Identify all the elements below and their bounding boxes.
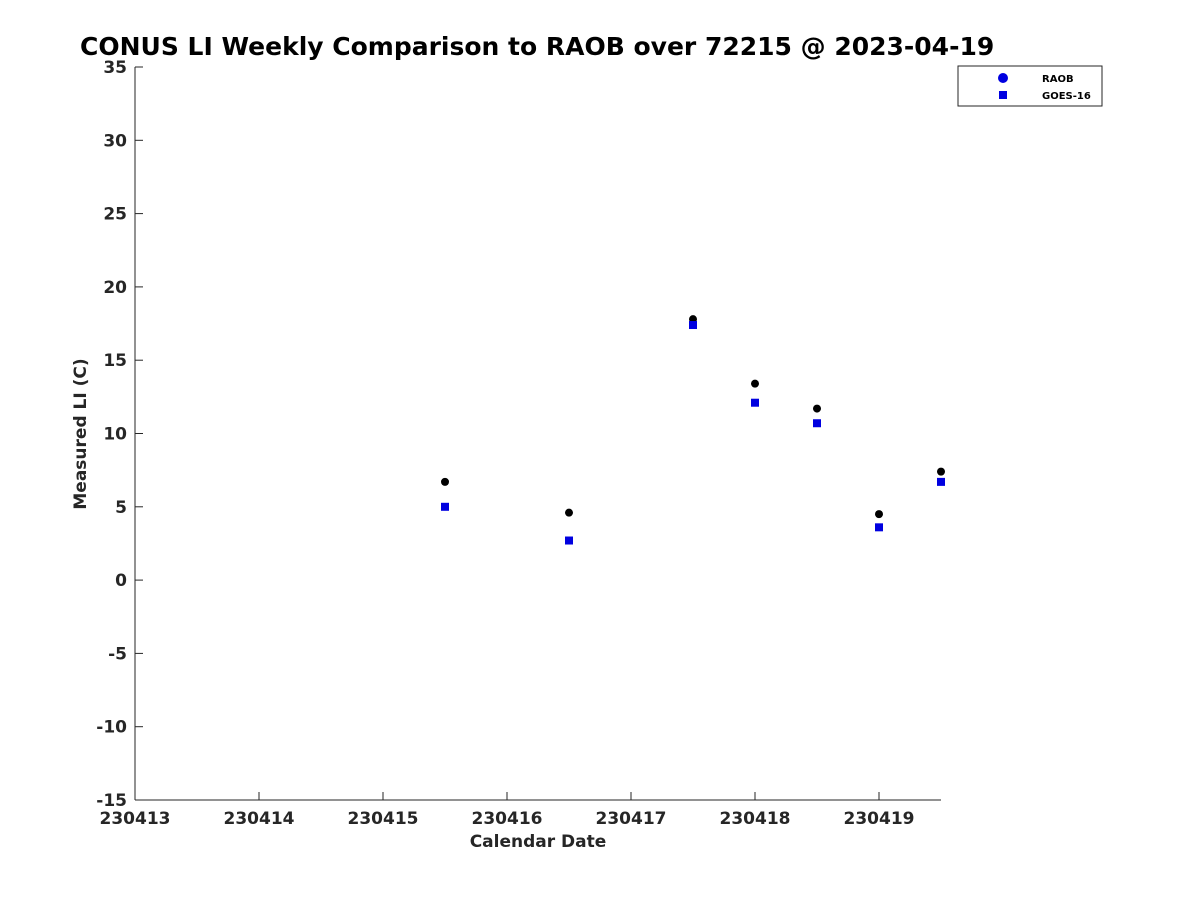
y-tick-label: -15 <box>96 791 127 811</box>
legend-label-raob: RAOB <box>1042 74 1074 85</box>
y-tick-label: 15 <box>103 351 127 371</box>
goes-16-point <box>813 419 821 428</box>
goes-16-point <box>441 502 449 511</box>
raob-point <box>813 404 821 413</box>
x-tick-label: 230418 <box>720 809 791 829</box>
raob-point <box>875 510 883 519</box>
y-axis-label: Measured LI (C) <box>71 358 91 509</box>
x-tick-label: 230416 <box>472 809 543 829</box>
y-tick-label: 10 <box>103 425 127 445</box>
y-tick-label: 5 <box>115 498 127 518</box>
legend: RAOB GOES-16 <box>957 65 1103 107</box>
y-tick-label: 35 <box>103 58 127 78</box>
legend-box <box>957 65 1103 107</box>
goes-16-point <box>565 536 573 545</box>
ticks: -15 -10 -5 0 5 10 15 20 25 30 35 230413 230414 230415… <box>96 58 914 829</box>
legend-marker-raob <box>998 73 1008 83</box>
y-tick-label: 0 <box>115 571 127 591</box>
legend-label-goes-16: GOES-16 <box>1042 91 1091 102</box>
y-tick-label: 20 <box>103 278 127 298</box>
raob-point <box>937 467 945 476</box>
raob-point <box>565 508 573 517</box>
y-tick-label: -5 <box>108 644 127 664</box>
x-tick-label: 230413 <box>100 809 171 829</box>
axes <box>134 67 941 801</box>
x-tick-label: 230417 <box>596 809 667 829</box>
raob-point <box>751 379 759 388</box>
y-tick-label: -10 <box>96 718 127 738</box>
goes-16-point <box>875 523 883 532</box>
y-tick-label: 30 <box>103 131 127 151</box>
chart-title: CONUS LI Weekly Comparison to RAOB over … <box>80 32 994 61</box>
raob-point <box>441 477 449 486</box>
x-tick-label: 230415 <box>348 809 419 829</box>
y-tick-label: 25 <box>103 205 127 225</box>
legend-marker-goes-16 <box>999 91 1007 99</box>
goes-16-point <box>937 477 945 486</box>
goes-16-point <box>689 321 697 330</box>
goes-16-point <box>751 398 759 407</box>
data-points <box>441 315 945 545</box>
x-axis-label: Calendar Date <box>470 832 607 852</box>
x-tick-label: 230419 <box>844 809 915 829</box>
x-tick-label: 230414 <box>224 809 295 829</box>
